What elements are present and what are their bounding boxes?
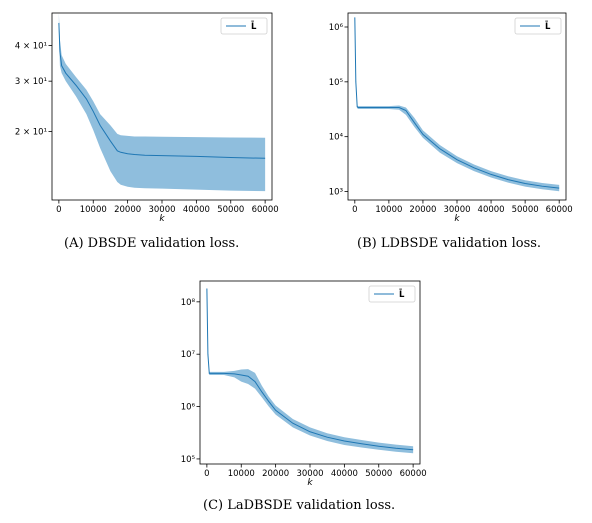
x-tick-label: 60000 bbox=[400, 469, 427, 479]
x-tick-label: 10000 bbox=[80, 205, 107, 215]
x-axis-label: k bbox=[454, 214, 460, 224]
x-axis-label: k bbox=[307, 478, 313, 488]
x-axis-label: k bbox=[159, 214, 165, 224]
x-tick-label: 30000 bbox=[148, 205, 175, 215]
confidence-band bbox=[354, 17, 560, 192]
y-tick-label: 10⁷ bbox=[181, 350, 196, 360]
chart-c: 0 10000 20000 30000 40000 50000 60000 10⁵ 10⁶ 10⁷… bbox=[181, 280, 427, 488]
series-line bbox=[206, 288, 414, 451]
panel-c: 0 10000 20000 30000 40000 50000 60000 10⁵ 10⁶ 10⁷… bbox=[150, 268, 427, 488]
x-tick-label: 20000 bbox=[409, 205, 436, 215]
x-tick-label: 10000 bbox=[375, 205, 402, 215]
x-tick-label: 40000 bbox=[331, 469, 358, 479]
chart-b: 0 10000 20000 30000 40000 50000 60000 10³ 10⁴ 10⁵… bbox=[329, 12, 573, 224]
legend-label: L̄ bbox=[399, 288, 405, 300]
x-tick-label: 30000 bbox=[443, 205, 470, 215]
x-tick-label: 50000 bbox=[217, 205, 244, 215]
y-tick-label: 10⁶ bbox=[181, 403, 196, 413]
x-tick-label: 0 bbox=[352, 205, 357, 215]
x-tick-label: 20000 bbox=[114, 205, 141, 215]
caption-b: (B) LDBSDE validation loss. bbox=[357, 236, 542, 251]
y-tick-label: 2 × 10¹ bbox=[15, 127, 47, 137]
x-tick-label: 60000 bbox=[546, 205, 573, 215]
x-tick-label: 60000 bbox=[252, 205, 279, 215]
legend-label: L̄ bbox=[545, 20, 551, 32]
y-tick-label: 10⁵ bbox=[181, 455, 195, 465]
x-tick-label: 50000 bbox=[512, 205, 539, 215]
y-tick-label: 4 × 10¹ bbox=[15, 42, 47, 52]
caption-c: (C) LaDBSDE validation loss. bbox=[203, 498, 396, 513]
x-tick-label: 40000 bbox=[183, 205, 210, 215]
x-tick-label: 40000 bbox=[478, 205, 505, 215]
x-tick-label: 0 bbox=[204, 469, 209, 479]
y-tick-label: 10⁵ bbox=[329, 78, 343, 88]
y-tick-label: 10⁸ bbox=[181, 298, 196, 308]
confidence-band bbox=[58, 13, 266, 192]
series-line bbox=[58, 22, 266, 159]
legend-label: L̄ bbox=[251, 20, 257, 32]
series-line bbox=[354, 17, 560, 189]
x-tick-label: 20000 bbox=[262, 469, 289, 479]
x-tick-label: 50000 bbox=[365, 469, 392, 479]
caption-a: (A) DBSDE validation loss. bbox=[64, 236, 240, 251]
chart-a: 0 10000 20000 30000 40000 50000 60000 2 × 10¹ 3 … bbox=[15, 12, 279, 224]
panel-a: 0 10000 20000 30000 40000 50000 60000 2 × 10¹ 3 … bbox=[0, 0, 279, 224]
confidence-band bbox=[206, 288, 414, 454]
y-tick-label: 10⁴ bbox=[329, 133, 344, 143]
y-tick-label: 10⁶ bbox=[329, 23, 344, 33]
y-tick-label: 3 × 10¹ bbox=[15, 77, 47, 87]
panel-b: 0 10000 20000 30000 40000 50000 60000 10³ 10⁴ 10⁵… bbox=[300, 0, 573, 224]
x-tick-label: 0 bbox=[56, 205, 61, 215]
x-tick-label: 30000 bbox=[296, 469, 323, 479]
y-tick-label: 10³ bbox=[329, 188, 343, 198]
x-tick-label: 10000 bbox=[228, 469, 255, 479]
